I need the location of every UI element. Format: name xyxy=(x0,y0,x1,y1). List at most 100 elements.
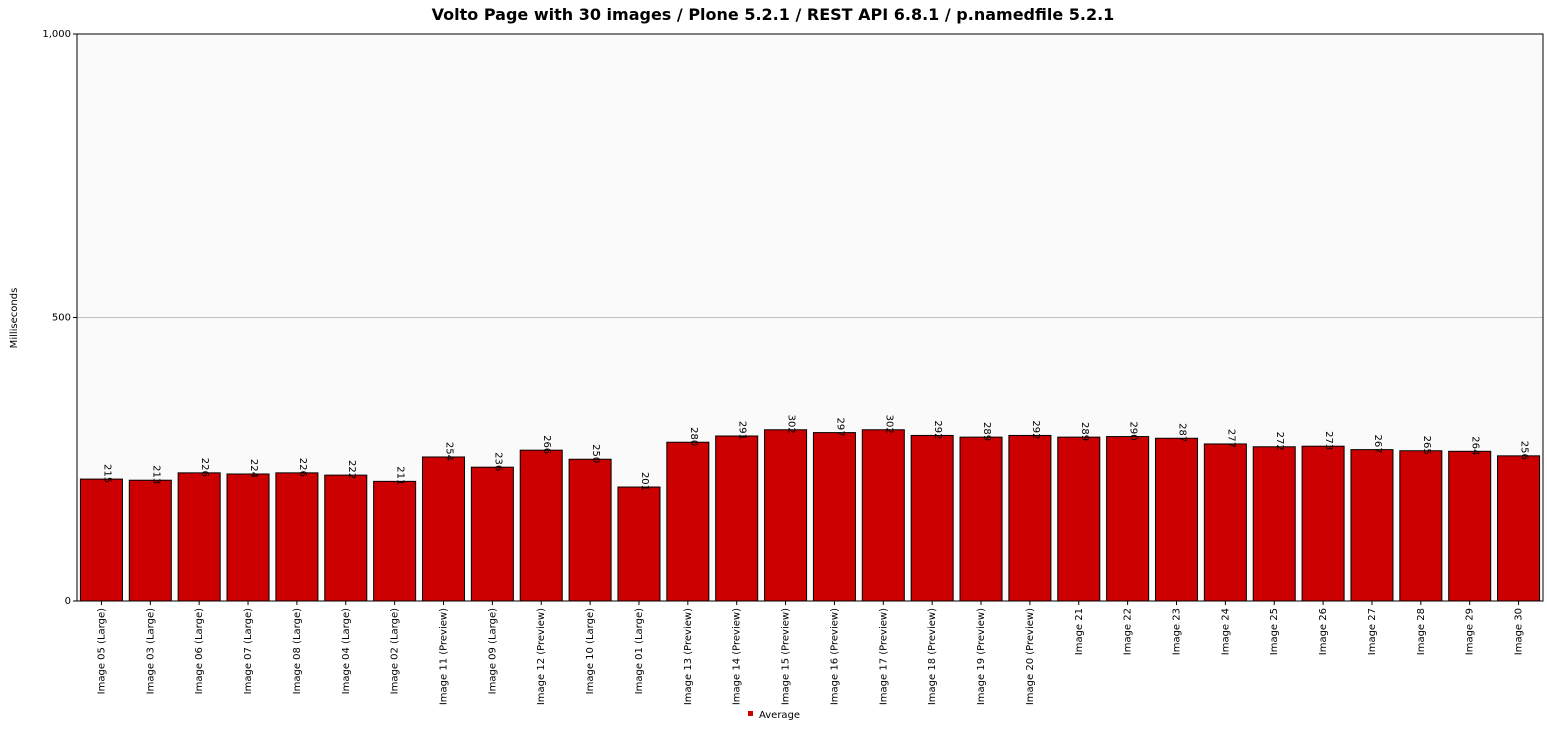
bar-value-label: 292 xyxy=(932,420,943,439)
x-category-label: Image 26 xyxy=(1318,608,1329,655)
bar-value-label: 250 xyxy=(590,444,601,463)
x-category-label: Image 21 xyxy=(1074,608,1085,655)
bar xyxy=(177,472,221,602)
bar xyxy=(1203,443,1247,602)
x-category-label: Image 04 (Large) xyxy=(341,608,352,694)
x-category-label: Image 18 (Preview) xyxy=(927,608,938,705)
bar xyxy=(1301,445,1345,602)
bar-value-label: 224 xyxy=(248,459,259,478)
bar-value-label: 297 xyxy=(834,418,845,437)
bar-value-label: 265 xyxy=(1421,436,1432,455)
bar-value-label: 287 xyxy=(1177,423,1188,442)
bar xyxy=(1497,455,1541,602)
bar xyxy=(617,486,661,602)
legend-label: Average xyxy=(759,710,800,721)
bar xyxy=(324,474,368,602)
bar-value-label: 272 xyxy=(1274,432,1285,451)
bar xyxy=(568,458,612,602)
bar-value-label: 302 xyxy=(883,415,894,434)
x-category-label: Image 23 xyxy=(1172,608,1183,655)
bar-value-label: 236 xyxy=(492,452,503,471)
bar xyxy=(861,429,905,602)
bar-value-label: 289 xyxy=(981,422,992,441)
x-category-label: Image 06 (Large) xyxy=(194,608,205,694)
y-tick-label: 1,000 xyxy=(42,29,71,40)
legend: Average xyxy=(748,710,800,721)
bar xyxy=(1252,446,1296,602)
bar-value-label: 222 xyxy=(346,460,357,479)
bar-value-label: 256 xyxy=(1519,441,1530,460)
x-category-label: Image 05 (Large) xyxy=(96,608,107,694)
bar xyxy=(373,480,417,602)
bar-value-label: 264 xyxy=(1470,436,1481,455)
x-category-label: Image 10 (Large) xyxy=(585,608,596,694)
bar xyxy=(812,432,856,602)
x-category-label: Image 15 (Preview) xyxy=(781,608,792,705)
x-category-label: Image 14 (Preview) xyxy=(732,608,743,705)
bar xyxy=(275,472,319,602)
bars: 215 213 226 224 226 222 211 254 236 266 250 201 280 2… xyxy=(79,415,1541,602)
bar-value-label: 267 xyxy=(1372,435,1383,454)
x-axis-categories: Image 05 (Large) Image 03 (Large) Image 06… xyxy=(96,601,1525,705)
legend-swatch xyxy=(748,711,753,716)
x-category-label: Image 28 xyxy=(1416,608,1427,655)
bar xyxy=(519,449,563,602)
x-category-label: Image 07 (Large) xyxy=(243,608,254,694)
x-category-label: Image 13 (Preview) xyxy=(683,608,694,705)
bar xyxy=(666,441,710,602)
bar-value-label: 213 xyxy=(150,465,161,484)
x-category-label: Image 11 (Preview) xyxy=(439,608,450,705)
bar-value-label: 215 xyxy=(101,464,112,483)
x-category-label: Image 08 (Large) xyxy=(292,608,303,694)
x-category-label: Image 01 (Large) xyxy=(634,608,645,694)
bar xyxy=(421,456,466,602)
bar-value-label: 273 xyxy=(1323,431,1334,450)
bar-value-label: 302 xyxy=(786,415,797,434)
bar-value-label: 254 xyxy=(444,442,455,461)
chart-title: Volto Page with 30 images / Plone 5.2.1 … xyxy=(432,5,1115,24)
x-category-label: Image 17 (Preview) xyxy=(878,608,889,705)
bar xyxy=(959,436,1003,602)
y-axis-label: Milliseconds xyxy=(9,288,20,349)
x-category-label: Image 25 xyxy=(1269,608,1280,655)
bar xyxy=(470,466,514,602)
x-category-label: Image 09 (Large) xyxy=(487,608,498,694)
bar xyxy=(128,479,172,602)
bar-value-label: 226 xyxy=(297,458,308,477)
bar xyxy=(79,478,123,602)
x-category-label: Image 20 (Preview) xyxy=(1025,608,1036,705)
bar xyxy=(1448,450,1492,602)
y-tick-label: 500 xyxy=(52,313,71,324)
bar-value-label: 266 xyxy=(541,435,552,454)
x-category-label: Image 22 xyxy=(1123,608,1134,655)
x-category-label: Image 30 xyxy=(1514,608,1525,655)
x-category-label: Image 19 (Preview) xyxy=(976,608,987,705)
x-category-label: Image 29 xyxy=(1465,608,1476,655)
x-category-label: Image 24 xyxy=(1220,608,1231,655)
bar xyxy=(1350,449,1394,602)
x-category-label: Image 16 (Preview) xyxy=(829,608,840,705)
y-axis-ticks: 0 500 1,000 xyxy=(42,29,77,607)
bar-value-label: 277 xyxy=(1225,429,1236,448)
x-category-label: Image 12 (Preview) xyxy=(536,608,547,705)
bar xyxy=(764,429,808,602)
bar xyxy=(1057,436,1101,602)
bar-value-label: 291 xyxy=(737,421,748,440)
bar xyxy=(226,473,270,602)
bar-value-label: 201 xyxy=(639,472,650,491)
bar-value-label: 290 xyxy=(1128,421,1139,440)
bar-value-label: 289 xyxy=(1079,422,1090,441)
y-tick-label: 0 xyxy=(65,596,71,607)
x-category-label: Image 27 xyxy=(1367,608,1378,655)
bar xyxy=(1008,434,1052,602)
x-category-label: Image 02 (Large) xyxy=(390,608,401,694)
bar xyxy=(1154,437,1199,602)
bar-value-label: 280 xyxy=(688,427,699,446)
bar-value-label: 292 xyxy=(1030,420,1041,439)
x-category-label: Image 03 (Large) xyxy=(145,608,156,694)
bar xyxy=(1399,450,1443,602)
bar-value-label: 226 xyxy=(199,458,210,477)
bar-value-label: 211 xyxy=(395,466,406,485)
bar xyxy=(715,435,759,602)
